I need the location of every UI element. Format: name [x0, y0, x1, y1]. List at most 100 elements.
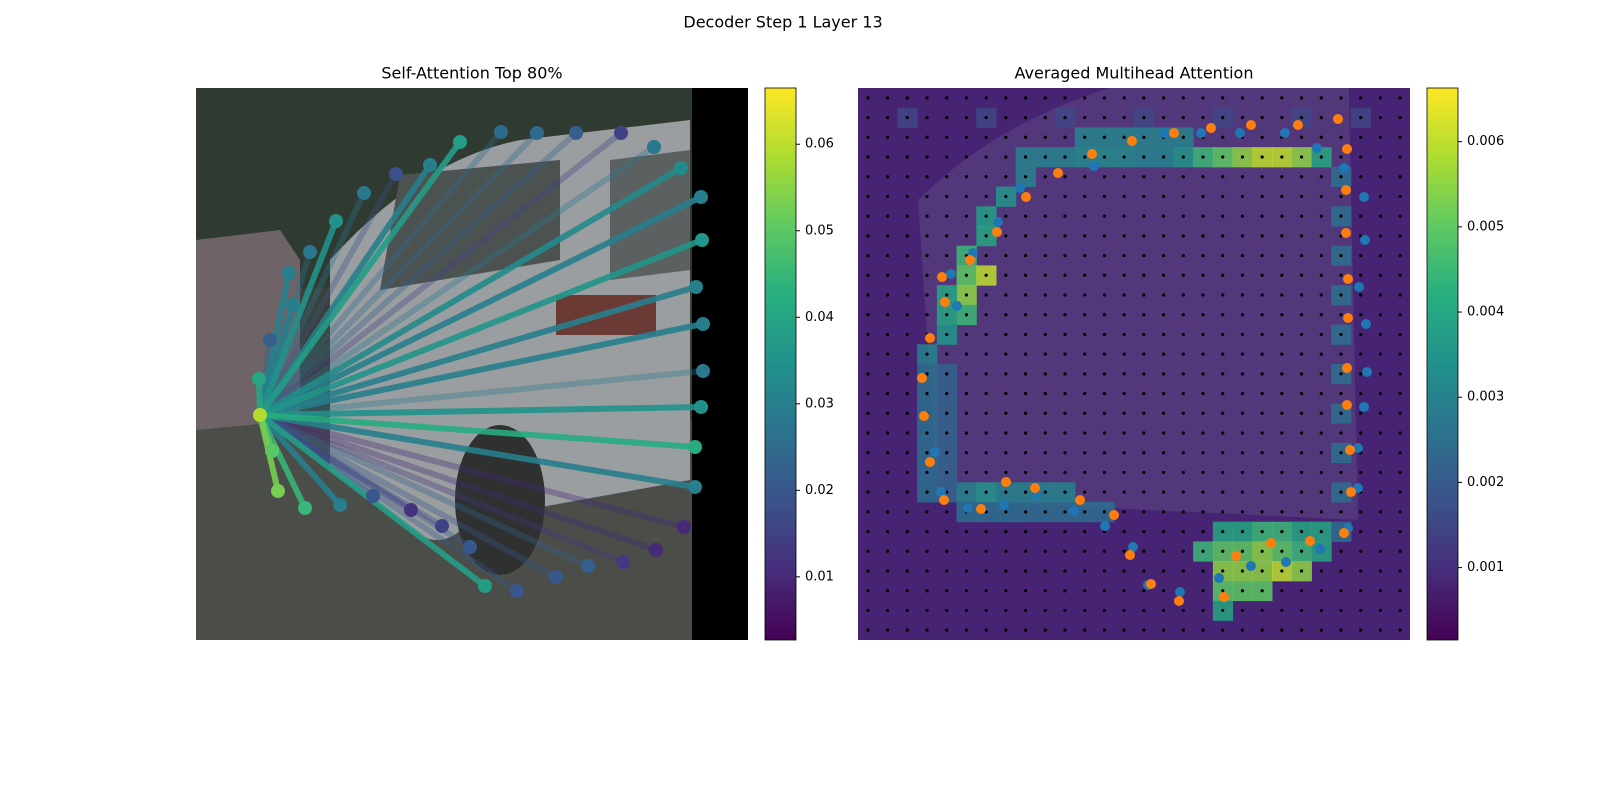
grid-dot: [1004, 253, 1008, 258]
grid-dot: [1063, 194, 1067, 199]
grid-dot: [925, 313, 929, 317]
grid-dot: [1102, 470, 1107, 475]
grid-dot: [885, 253, 890, 258]
grid-dot: [1181, 411, 1185, 415]
grid-dot: [1398, 96, 1402, 100]
grid-dot: [1398, 214, 1402, 218]
grid-dot: [1319, 214, 1323, 218]
orange-point: [1266, 538, 1276, 548]
grid-dot: [1083, 490, 1087, 494]
grid-dot: [1339, 135, 1343, 139]
grid-dot: [905, 115, 909, 120]
grid-dot: [1161, 175, 1166, 179]
attention-line: [257, 144, 657, 418]
grid-dot: [1378, 608, 1383, 613]
grid-dot: [1319, 234, 1323, 238]
grid-dot: [1221, 391, 1225, 396]
grid-dot: [1280, 451, 1284, 455]
grid-dot: [1102, 451, 1107, 455]
keypoint: [549, 570, 563, 584]
grid-dot: [1023, 549, 1028, 553]
grid-dot: [925, 293, 929, 297]
grid-dot: [1043, 332, 1047, 337]
grid-dot: [1023, 451, 1028, 455]
grid-dot: [1240, 372, 1245, 376]
attention-line: [257, 412, 343, 508]
grid-dot: [1398, 352, 1402, 356]
grid-dot: [1063, 608, 1067, 613]
grid-dot: [1398, 273, 1402, 277]
grid-dot: [1398, 431, 1402, 435]
grid-dot: [1260, 569, 1264, 573]
grid-dot: [1043, 293, 1047, 297]
grid-dot: [984, 115, 988, 120]
grid-dot: [1260, 293, 1264, 297]
grid-dot: [1122, 313, 1126, 317]
grid-dot: [1339, 155, 1343, 159]
grid-dot: [1260, 529, 1264, 534]
keypoint: [581, 559, 595, 573]
grid-dot: [1378, 313, 1383, 317]
grid-dot: [1142, 313, 1146, 317]
grid-dot: [1004, 234, 1008, 238]
keypoint: [530, 126, 544, 140]
grid-dot: [1142, 411, 1146, 415]
grid-dot: [1161, 391, 1166, 396]
grid-dot: [1339, 510, 1343, 514]
attention-line: [257, 404, 704, 418]
grid-dot: [866, 411, 870, 415]
grid-dot: [945, 293, 949, 297]
grid-dot: [1260, 411, 1264, 415]
grid-dot: [1142, 529, 1146, 534]
grid-dot: [1378, 96, 1383, 100]
grid-dot: [1122, 529, 1126, 534]
grid-dot: [1240, 569, 1245, 573]
grid-dot: [1359, 214, 1363, 218]
grid-dot: [964, 470, 969, 475]
grid-dot: [1004, 549, 1008, 553]
grid-dot: [1122, 234, 1126, 238]
grid-dot: [1102, 135, 1107, 139]
orange-point: [925, 457, 935, 467]
orange-point: [1075, 495, 1085, 505]
keypoint: [647, 140, 661, 154]
grid-dot: [1280, 214, 1284, 218]
grid-dot: [984, 608, 988, 613]
grid-dot: [885, 175, 890, 179]
grid-dot: [984, 372, 988, 376]
grid-dot: [1083, 549, 1087, 553]
grid-dot: [1142, 253, 1146, 258]
grid-dot: [866, 589, 870, 593]
keypoint: [435, 519, 449, 533]
grid-dot: [1280, 332, 1284, 337]
grid-dot: [1201, 96, 1205, 100]
grid-dot: [1240, 470, 1245, 475]
grid-dot: [1083, 234, 1087, 238]
grid-dot: [1181, 391, 1185, 396]
blue-point: [1015, 183, 1025, 193]
grid-dot: [1201, 214, 1205, 218]
grid-dot: [945, 372, 949, 376]
grid-dot: [905, 273, 909, 277]
grid-dot: [1142, 549, 1146, 553]
grid-dot: [1043, 155, 1047, 159]
grid-dot: [984, 293, 988, 297]
blue-point: [1359, 192, 1369, 202]
grid-dot: [1102, 253, 1107, 258]
grid-dot: [1004, 293, 1008, 297]
grid-dot: [1023, 628, 1028, 632]
grid-dot: [1122, 332, 1126, 337]
grid-dot: [866, 214, 870, 218]
grid-dot: [945, 451, 949, 455]
grid-dot: [1063, 273, 1067, 277]
grid-dot: [1102, 510, 1107, 514]
colorbar-tick-label: 0.004: [1467, 305, 1504, 320]
grid-dot: [1004, 372, 1008, 376]
grid-dot: [866, 135, 870, 139]
grid-dot: [905, 451, 909, 455]
grid-dot: [1063, 470, 1067, 475]
grid-dot: [1063, 135, 1067, 139]
grid-dot: [885, 234, 890, 238]
grid-dot: [1122, 273, 1126, 277]
grid-dot: [1161, 569, 1166, 573]
